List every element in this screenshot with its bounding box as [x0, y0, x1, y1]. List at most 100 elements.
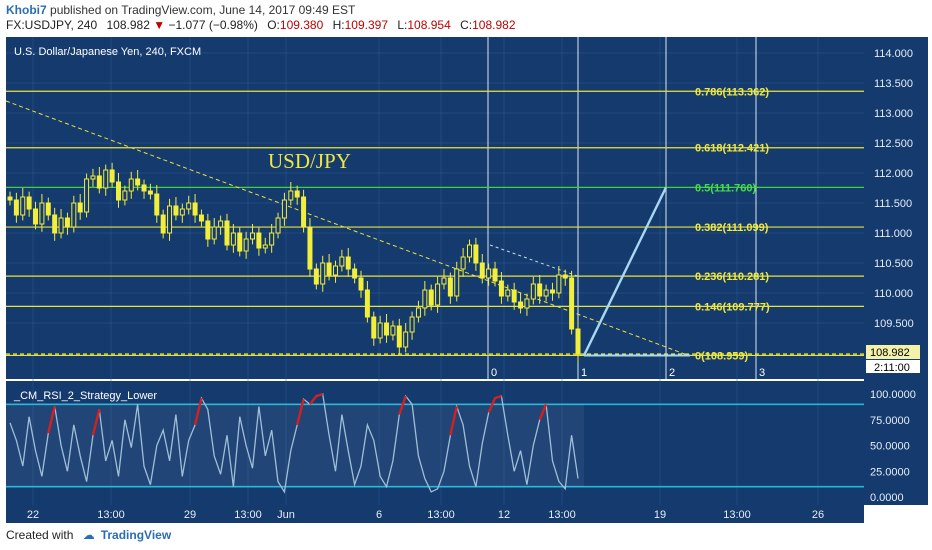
- candle-body: [396, 325, 402, 348]
- candle-body: [556, 274, 562, 294]
- price-tick: 114.000: [874, 48, 913, 60]
- candle-body: [243, 238, 249, 252]
- tradingview-logo-icon: ☁: [82, 528, 95, 542]
- high-value: 109.397: [344, 18, 389, 32]
- rsi-tick: 100.0000: [870, 389, 916, 401]
- candle-body: [45, 202, 51, 216]
- rsi-tick: 25.0000: [870, 466, 910, 478]
- candle-body: [301, 196, 307, 228]
- candle-body: [128, 178, 134, 192]
- rsi-hot-segment: [309, 395, 318, 406]
- time-tick: 22: [27, 509, 39, 521]
- candle-body: [90, 175, 96, 180]
- last-price: 108.982: [106, 18, 150, 32]
- candle-body: [205, 220, 211, 240]
- candle-body: [562, 274, 568, 279]
- candle-body: [518, 301, 524, 309]
- candle-body: [218, 220, 224, 228]
- rsi-hot-segment: [315, 392, 324, 398]
- candle-body: [479, 262, 485, 279]
- candle-body: [173, 205, 179, 216]
- candle-body: [332, 265, 338, 276]
- rsi-tick: 75.0000: [870, 415, 910, 427]
- candle-body: [186, 202, 192, 210]
- candle-body: [403, 331, 409, 348]
- quote-header: FX:USDJPY, 240 108.982 ▼ −1.077 (−0.98%)…: [6, 18, 516, 32]
- candle-body: [115, 181, 121, 201]
- price-tick: 110.500: [874, 258, 913, 270]
- candle-body: [256, 232, 262, 249]
- candle-body: [390, 325, 396, 336]
- candle-body: [250, 232, 256, 240]
- candle-body: [192, 202, 198, 216]
- candle-body: [422, 289, 428, 309]
- time-tick: 19: [654, 509, 666, 521]
- price-change: −1.077 (−0.98%): [168, 18, 258, 32]
- candle-body: [409, 316, 415, 333]
- countdown-badge: [866, 360, 920, 373]
- tradingview-brand[interactable]: TradingView: [100, 528, 172, 542]
- fib-level-label: 0.618(112.421): [695, 143, 769, 155]
- close-label: C:: [460, 18, 473, 32]
- candle-body: [384, 322, 390, 336]
- candle-body: [307, 226, 313, 270]
- high-label: H:: [332, 18, 345, 32]
- downtrend-line: [5, 100, 691, 357]
- time-tick: 12: [498, 509, 510, 521]
- price-tick: 113.000: [874, 108, 913, 120]
- footer: Created with ☁ TradingView: [6, 528, 171, 542]
- rsi-hot-segment: [193, 397, 203, 426]
- time-zone-label: 2: [669, 367, 675, 379]
- time-zone-lines: [487, 37, 757, 379]
- last-price-badge: [866, 345, 920, 359]
- candle-body: [428, 289, 434, 306]
- author-name[interactable]: Khobi7: [6, 3, 47, 17]
- candle-body: [326, 262, 332, 276]
- time-axis[interactable]: [6, 505, 864, 523]
- rsi-band-fill: [6, 404, 584, 487]
- candle-body: [77, 202, 83, 213]
- time-tick: 13:00: [234, 509, 262, 521]
- candle-body: [511, 289, 517, 303]
- candles: [7, 162, 581, 362]
- candle-body: [52, 214, 58, 234]
- candle-body: [364, 289, 370, 318]
- fib-level-label: 0(108.959): [695, 350, 749, 362]
- rsi-hot-segment: [91, 409, 101, 436]
- time-tick: 13:00: [548, 509, 576, 521]
- time-tick: Jun: [277, 509, 295, 521]
- fib-level-label: 0.236(110.281): [695, 271, 769, 283]
- low-label: L:: [397, 18, 408, 32]
- candle-body: [39, 202, 45, 225]
- time-zone-label: 1: [581, 367, 587, 379]
- symbol-label: FX:USDJPY, 240: [6, 18, 98, 32]
- created-with-label: Created with: [6, 528, 74, 542]
- candle-body: [543, 289, 549, 297]
- price-axis[interactable]: [864, 37, 928, 505]
- time-zone-label: 3: [759, 367, 765, 379]
- candle-body: [147, 190, 153, 195]
- price-tick: 113.500: [874, 78, 913, 90]
- candle-body: [486, 268, 492, 279]
- candle-body: [7, 196, 13, 201]
- candle-body: [294, 190, 300, 198]
- candle-body: [71, 202, 77, 228]
- down-arrow-icon: ▼: [153, 18, 166, 32]
- rsi-hot-segment: [538, 403, 548, 421]
- candle-body: [84, 178, 90, 213]
- countdown-text: 2:11:00: [874, 362, 910, 374]
- candle-body: [447, 277, 453, 297]
- candle-body: [198, 214, 204, 222]
- time-tick: 26: [812, 509, 824, 521]
- candle-body: [20, 196, 26, 216]
- trendlines: [5, 100, 691, 357]
- candle-body: [537, 283, 543, 297]
- axis-labels: 114.000 113.500 113.000 112.500 112.000 111.5…: [27, 48, 916, 521]
- rsi-panel[interactable]: [6, 381, 864, 505]
- candle-body: [33, 208, 39, 225]
- pair-annotation: USD/JPY: [268, 149, 351, 173]
- open-label: O:: [267, 18, 280, 32]
- price-panel[interactable]: [6, 37, 864, 379]
- fib-level-label: 0.382(111.099): [695, 222, 769, 234]
